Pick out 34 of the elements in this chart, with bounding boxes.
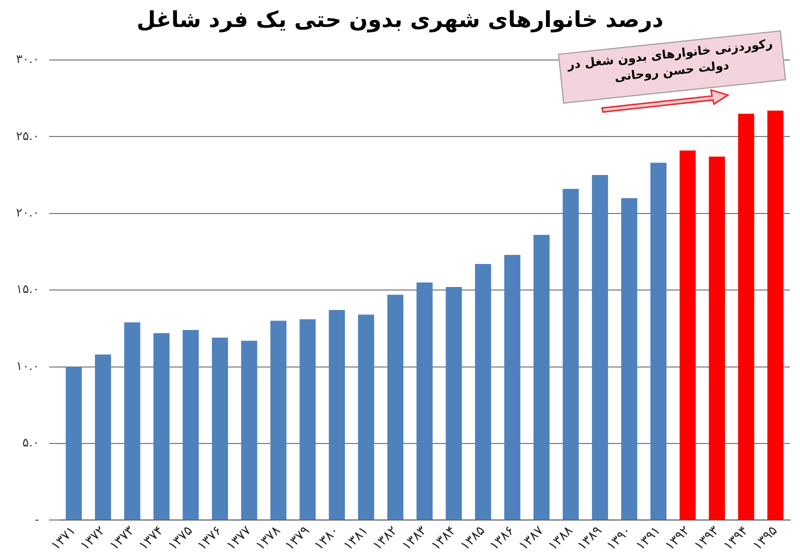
annotation: رکوردزنی خانوارهای بدون شغل در دولت حسن روحانی xyxy=(566,35,774,86)
x-tick-label: ۱۳۷۳ xyxy=(107,523,138,554)
x-tick-label: ۱۳۸۲ xyxy=(370,523,401,554)
x-tick-label: ۱۳۷۵ xyxy=(166,523,196,554)
x-tick-label: ۱۳۸۹ xyxy=(574,523,606,554)
x-tick-label: ۱۳۷۲ xyxy=(78,523,108,554)
y-tick-label: ۱۵.۰ xyxy=(16,282,40,296)
x-tick-label: ۱۳۸۳ xyxy=(399,523,430,554)
x-tick-label: ۱۳۸۶ xyxy=(487,523,518,554)
y-tick-label: ۵.۰ xyxy=(22,436,40,450)
x-tick-label: ۱۳۸۴ xyxy=(428,523,460,554)
x-tick-label: ۱۳۸۸ xyxy=(546,523,576,554)
x-tick-label: ۱۳۹۴ xyxy=(721,523,752,554)
x-tick-label: ۱۳۹۰ xyxy=(604,523,634,554)
x-tick-label: ۱۳۹۲ xyxy=(662,523,693,554)
y-tick-label: ۲۵.۰ xyxy=(16,128,40,143)
x-tick-label: ۱۳۹۳ xyxy=(692,523,722,554)
x-tick-label: ۱۳۸۰ xyxy=(312,523,342,554)
x-tick-label: ۱۳۷۷ xyxy=(224,523,254,554)
x-tick-label: ۱۳۸۱ xyxy=(340,523,372,554)
x-tick-label: ۱۳۸۵ xyxy=(458,523,488,554)
x-tick-label: ۱۳۷۱ xyxy=(48,523,79,554)
x-tick-label: ۱۳۹۱ xyxy=(633,523,664,554)
x-tick-label: ۱۳۷۶ xyxy=(194,523,226,554)
x-tick-label: ۱۳۷۸ xyxy=(253,523,284,554)
x-tick-label: ۱۳۹۵ xyxy=(750,523,781,554)
x-tick-label: ۱۳۷۴ xyxy=(136,523,167,554)
x-tick-label: ۱۳۸۷ xyxy=(516,523,547,554)
y-tick-label: ۱۰.۰ xyxy=(16,358,40,373)
y-tick-label: ۲۰.۰ xyxy=(16,206,40,220)
y-tick-label: - xyxy=(34,512,40,526)
x-tick-label: ۱۳۷۹ xyxy=(282,523,313,554)
y-tick-label: ۳۰.۰ xyxy=(16,52,40,66)
chart-title: درصد خانوارهای شهری بدون حتی یک فرد شاغل xyxy=(136,8,664,33)
